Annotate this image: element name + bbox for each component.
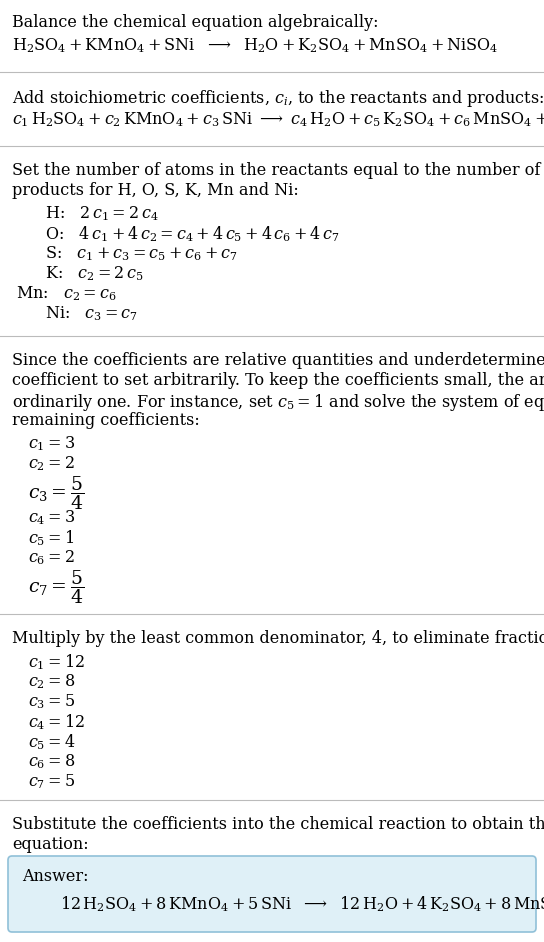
Text: remaining coefficients:: remaining coefficients: [12,412,200,429]
Text: $c_1 = 12$: $c_1 = 12$ [28,652,85,672]
Text: $c_1 = 3$: $c_1 = 3$ [28,434,75,453]
Text: products for H, O, S, K, Mn and Ni:: products for H, O, S, K, Mn and Ni: [12,182,299,199]
Text: Answer:: Answer: [22,868,89,885]
Text: $c_5 = 4$: $c_5 = 4$ [28,732,76,752]
Text: Add stoichiometric coefficients, $c_i$, to the reactants and products:: Add stoichiometric coefficients, $c_i$, … [12,88,544,109]
Text: $c_6 = 2$: $c_6 = 2$ [28,548,75,567]
Text: Balance the chemical equation algebraically:: Balance the chemical equation algebraica… [12,14,379,31]
Text: $c_6 = 8$: $c_6 = 8$ [28,752,75,771]
Text: $c_7 = \dfrac{5}{4}$: $c_7 = \dfrac{5}{4}$ [28,568,84,606]
Text: Multiply by the least common denominator, 4, to eliminate fractional coefficient: Multiply by the least common denominator… [12,630,544,647]
Text: Set the number of atoms in the reactants equal to the number of atoms in the: Set the number of atoms in the reactants… [12,162,544,179]
Text: $c_4 = 3$: $c_4 = 3$ [28,508,75,527]
Text: K:   $c_2 = 2\,c_5$: K: $c_2 = 2\,c_5$ [40,264,144,283]
Text: $\mathrm{H_2SO_4 + KMnO_4 + SNi\ \ \longrightarrow\ \ H_2O + K_2SO_4 + MnSO_4 + : $\mathrm{H_2SO_4 + KMnO_4 + SNi\ \ \long… [12,36,498,55]
Text: Ni:   $c_3 = c_7$: Ni: $c_3 = c_7$ [40,304,138,323]
Text: $c_2 = 8$: $c_2 = 8$ [28,672,75,690]
Text: O:   $4\,c_1 + 4\,c_2 = c_4 + 4\,c_5 + 4\,c_6 + 4\,c_7$: O: $4\,c_1 + 4\,c_2 = c_4 + 4\,c_5 + 4\,… [40,224,339,244]
Text: $c_2 = 2$: $c_2 = 2$ [28,454,75,473]
Text: Substitute the coefficients into the chemical reaction to obtain the balanced: Substitute the coefficients into the che… [12,816,544,833]
Text: $\mathrm{12\,H_2SO_4 + 8\,KMnO_4 + 5\,SNi\ \ \longrightarrow\ \ 12\,H_2O + 4\,K_: $\mathrm{12\,H_2SO_4 + 8\,KMnO_4 + 5\,SN… [60,894,544,914]
Text: $c_4 = 12$: $c_4 = 12$ [28,712,85,732]
Text: S:   $c_1 + c_3 = c_5 + c_6 + c_7$: S: $c_1 + c_3 = c_5 + c_6 + c_7$ [40,244,238,263]
Text: $c_5 = 1$: $c_5 = 1$ [28,528,74,547]
Text: $c_7 = 5$: $c_7 = 5$ [28,772,75,790]
Text: $c_1\,\mathrm{H_2SO_4} + c_2\,\mathrm{KMnO_4} + c_3\,\mathrm{SNi}\ \longrightarr: $c_1\,\mathrm{H_2SO_4} + c_2\,\mathrm{KM… [12,110,544,129]
Text: Mn:   $c_2 = c_6$: Mn: $c_2 = c_6$ [16,284,116,302]
FancyBboxPatch shape [8,856,536,932]
Text: $c_3 = 5$: $c_3 = 5$ [28,692,75,710]
Text: equation:: equation: [12,836,89,853]
Text: ordinarily one. For instance, set $c_5 = 1$ and solve the system of equations fo: ordinarily one. For instance, set $c_5 =… [12,392,544,413]
Text: coefficient to set arbitrarily. To keep the coefficients small, the arbitrary va: coefficient to set arbitrarily. To keep … [12,372,544,389]
Text: $c_3 = \dfrac{5}{4}$: $c_3 = \dfrac{5}{4}$ [28,474,84,512]
Text: Since the coefficients are relative quantities and underdetermined, choose a: Since the coefficients are relative quan… [12,352,544,369]
Text: H:   $2\,c_1 = 2\,c_4$: H: $2\,c_1 = 2\,c_4$ [40,204,159,222]
